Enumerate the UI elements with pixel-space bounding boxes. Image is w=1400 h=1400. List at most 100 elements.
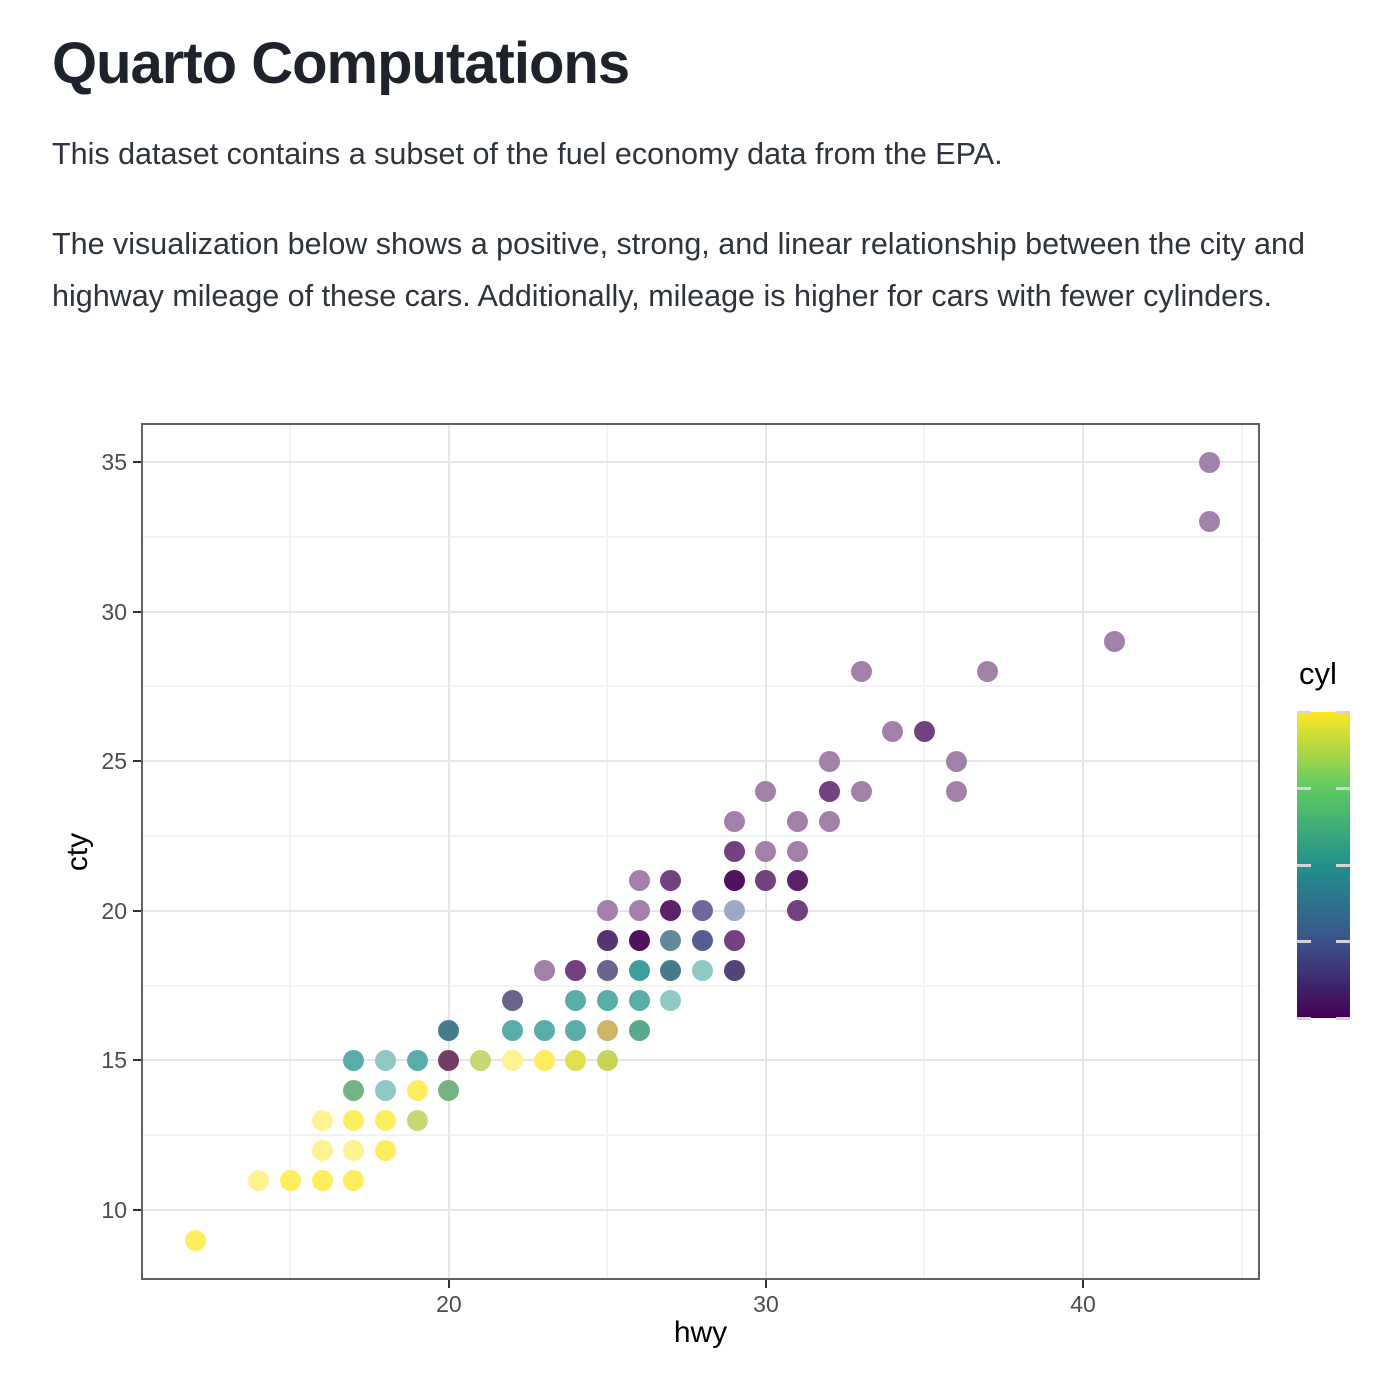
data-point (501, 1049, 523, 1071)
data-point (723, 960, 745, 982)
data-point (596, 900, 618, 922)
data-point (660, 990, 682, 1012)
gridline-major-y-30 (143, 610, 1258, 613)
gridline-minor-y-17.5 (143, 984, 1258, 987)
data-point (279, 1169, 301, 1191)
y-axis-tick-label-20: 20 (101, 897, 127, 924)
data-point (660, 900, 682, 922)
legend-tick-left-4 (1297, 1016, 1311, 1020)
data-point (628, 960, 650, 982)
data-point (501, 1020, 523, 1042)
data-point (692, 900, 714, 922)
data-point (438, 1079, 460, 1101)
data-point (533, 960, 555, 982)
data-point (723, 900, 745, 922)
gridline-minor-y-12.5 (143, 1134, 1258, 1137)
data-point (755, 780, 777, 802)
x-axis-tick-label-30: 30 (753, 1291, 779, 1317)
data-point (501, 990, 523, 1012)
data-point (343, 1049, 365, 1071)
data-point (596, 990, 618, 1012)
gridline-major-y-35 (143, 461, 1258, 464)
data-point (375, 1049, 397, 1071)
y-axis-tick-35 (133, 461, 141, 464)
data-point (977, 661, 999, 683)
data-point (660, 960, 682, 982)
y-axis-title: cty (61, 832, 94, 871)
data-point (596, 1049, 618, 1071)
y-axis-tick-15 (133, 1059, 141, 1062)
data-point (1104, 631, 1126, 653)
gridline-major-x-20 (447, 425, 450, 1278)
data-point (565, 960, 587, 982)
data-point (1199, 511, 1221, 533)
data-point (406, 1079, 428, 1101)
data-point (755, 840, 777, 862)
legend-tick-left-7 (1297, 787, 1311, 790)
data-point (913, 720, 935, 742)
data-point (818, 750, 840, 772)
gridline-minor-x-35 (923, 425, 926, 1278)
data-point (565, 990, 587, 1012)
x-axis-tick-label-40: 40 (1070, 1291, 1096, 1317)
y-axis-tick-label-35: 35 (101, 449, 127, 476)
data-point (755, 870, 777, 892)
data-point (723, 930, 745, 952)
gridline-minor-x-45 (1240, 425, 1243, 1278)
data-point (628, 990, 650, 1012)
data-point (723, 840, 745, 862)
legend-tick-left-5 (1297, 940, 1311, 943)
data-point (723, 870, 745, 892)
legend-tick-left-6 (1297, 863, 1311, 867)
data-point (628, 870, 650, 892)
data-point (311, 1109, 333, 1131)
data-point (850, 780, 872, 802)
y-axis-tick-label-30: 30 (101, 598, 127, 625)
legend-tick-right-7 (1336, 787, 1350, 790)
data-point (596, 960, 618, 982)
data-point (375, 1139, 397, 1161)
y-axis-tick-10 (133, 1209, 141, 1212)
legend-tick-right-5 (1336, 940, 1350, 943)
data-point (692, 930, 714, 952)
data-point (787, 810, 809, 832)
y-axis-tick-label-15: 15 (101, 1047, 127, 1074)
x-axis-tick-20 (447, 1280, 450, 1288)
data-point (533, 1049, 555, 1071)
y-axis-tick-20 (133, 909, 141, 912)
data-point (660, 930, 682, 952)
data-point (311, 1139, 333, 1161)
x-axis-tick-30 (764, 1280, 767, 1288)
data-point (723, 810, 745, 832)
legend-tick-right-4 (1336, 1016, 1350, 1020)
data-point (343, 1079, 365, 1101)
data-point (628, 900, 650, 922)
gridline-major-y-10 (143, 1209, 1258, 1212)
y-axis-tick-25 (133, 760, 141, 763)
data-point (565, 1020, 587, 1042)
data-point (343, 1169, 365, 1191)
data-point (596, 930, 618, 952)
data-point (406, 1049, 428, 1071)
data-point (882, 720, 904, 742)
legend-tick-right-6 (1336, 863, 1350, 867)
data-point (184, 1229, 206, 1251)
data-point (470, 1049, 492, 1071)
data-point (787, 870, 809, 892)
data-point (533, 1020, 555, 1042)
data-point (692, 960, 714, 982)
data-point (343, 1109, 365, 1131)
legend-title: cyl (1299, 656, 1337, 691)
page-title: Quarto Computations (52, 31, 630, 96)
gridline-minor-y-27.5 (143, 685, 1258, 688)
data-point (438, 1020, 460, 1042)
x-axis-title: hwy (673, 1316, 728, 1349)
gridline-minor-x-25 (606, 425, 609, 1278)
data-point (375, 1079, 397, 1101)
y-axis-tick-label-10: 10 (101, 1197, 127, 1224)
data-point (248, 1169, 270, 1191)
data-point (375, 1109, 397, 1131)
analysis-paragraph: The visualization below shows a positive… (52, 227, 1305, 313)
gridline-minor-y-32.5 (143, 535, 1258, 538)
